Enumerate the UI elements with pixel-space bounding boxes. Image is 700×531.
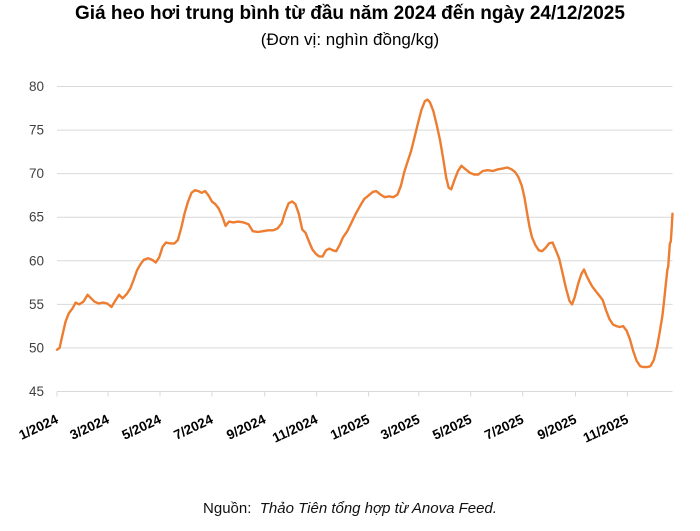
x-axis-tick-label: 1/2025 xyxy=(328,411,372,442)
x-axis-tick-label: 11/2025 xyxy=(581,411,631,445)
x-axis-tick-label: 7/2024 xyxy=(171,411,215,442)
y-axis-tick-label: 45 xyxy=(29,384,44,399)
x-axis-tick-label: 7/2025 xyxy=(482,411,526,442)
price-line-series xyxy=(55,98,674,369)
source-text: Thảo Tiên tổng hợp từ Anova Feed. xyxy=(259,500,497,517)
x-axis-tick-label: 11/2024 xyxy=(270,411,320,445)
y-axis-tick-label: 75 xyxy=(29,123,44,138)
y-axis-tick-label: 60 xyxy=(29,253,44,268)
y-axis-tick-label: 70 xyxy=(29,166,44,181)
chart-title: Giá heo hơi trung bình từ đầu năm 2024 đ… xyxy=(75,3,625,24)
x-axis-tick-label: 9/2024 xyxy=(224,411,268,442)
x-axis-tick-label: 5/2025 xyxy=(430,411,474,442)
chart-subtitle: (Đơn vị: nghìn đồng/kg) xyxy=(260,30,440,49)
y-axis-tick-label: 55 xyxy=(29,297,44,312)
x-axis-tick-label: 5/2024 xyxy=(120,411,164,442)
y-axis-tick-label: 65 xyxy=(29,210,44,225)
y-axis-tick-label: 80 xyxy=(29,79,44,94)
x-axis-tick-label: 1/2024 xyxy=(17,411,61,442)
source-label: Nguồn: xyxy=(203,500,252,517)
x-axis-tick-label: 3/2024 xyxy=(68,411,112,442)
x-axis-tick-label: 3/2025 xyxy=(378,411,422,442)
source-note: Nguồn: Thảo Tiên tổng hợp từ Anova Feed. xyxy=(0,500,700,517)
y-axis-tick-label: 50 xyxy=(29,340,44,355)
x-axis-tick-label: 9/2025 xyxy=(535,411,579,442)
